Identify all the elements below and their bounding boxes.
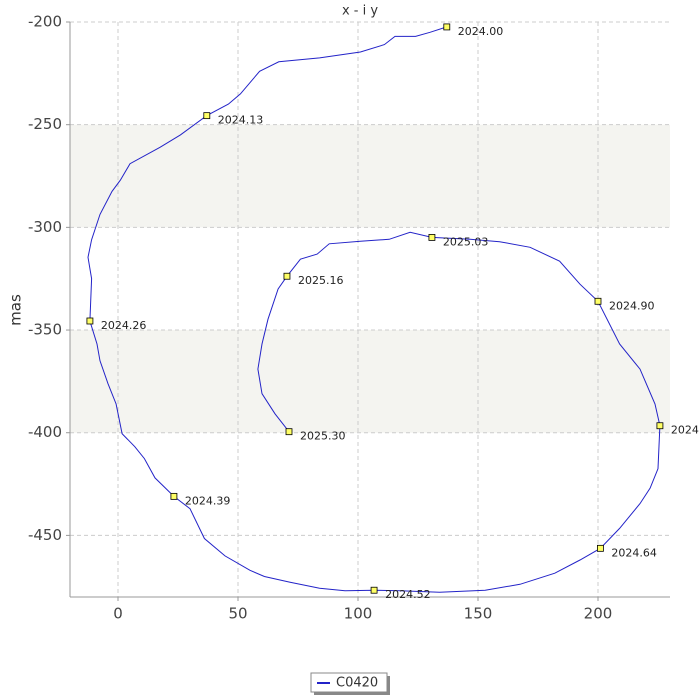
x-tick-label: 0 — [113, 605, 123, 623]
legend-label: C0420 — [336, 676, 378, 691]
epoch-label: 2025.16 — [298, 274, 344, 287]
epoch-marker — [370, 586, 378, 594]
epoch-label: 2024.26 — [101, 319, 147, 332]
band — [70, 330, 670, 433]
series-line — [87, 26, 661, 593]
epoch-marker — [86, 317, 94, 325]
y-tick-label: -350 — [28, 321, 62, 339]
epoch-label: 2024.00 — [458, 25, 504, 38]
epoch-marker — [656, 422, 664, 430]
band — [70, 124, 670, 228]
chart-title: x - i y — [342, 4, 378, 19]
y-tick-label: -250 — [28, 115, 62, 133]
epoch-label: 2024.52 — [385, 588, 431, 601]
y-tick-label: -200 — [28, 13, 62, 31]
epoch-label: 2024.90 — [609, 299, 655, 312]
epoch-marker — [203, 112, 211, 120]
x-tick-label: 50 — [228, 605, 247, 623]
y-tick-label: -400 — [28, 423, 62, 441]
y-tick-label: -300 — [28, 218, 62, 236]
epoch-marker — [285, 428, 293, 436]
epoch-marker — [594, 297, 602, 305]
epoch-marker — [443, 23, 451, 31]
epoch-label: 2025.30 — [300, 430, 346, 443]
epoch-marker — [428, 234, 436, 241]
epoch-label: 2025.03 — [443, 235, 489, 248]
epoch-marker — [170, 492, 178, 500]
y-tick-label: -450 — [28, 526, 62, 544]
epoch-label: 2024.13 — [218, 114, 263, 127]
y-axis-label: mas — [7, 294, 25, 326]
legend-box — [310, 672, 388, 693]
epoch-marker — [597, 544, 604, 552]
grid — [70, 21, 670, 597]
x-tick-label: 150 — [464, 605, 493, 623]
epoch-marker — [283, 272, 291, 280]
epoch-label: 2024.39 — [185, 494, 231, 507]
x-tick-label: 100 — [344, 605, 373, 623]
epoch-label: 2024.64 — [611, 546, 657, 559]
x-tick-label: 200 — [584, 605, 613, 623]
epoch-label: 2024.77 — [671, 424, 700, 437]
legend: C0420 — [310, 672, 390, 695]
